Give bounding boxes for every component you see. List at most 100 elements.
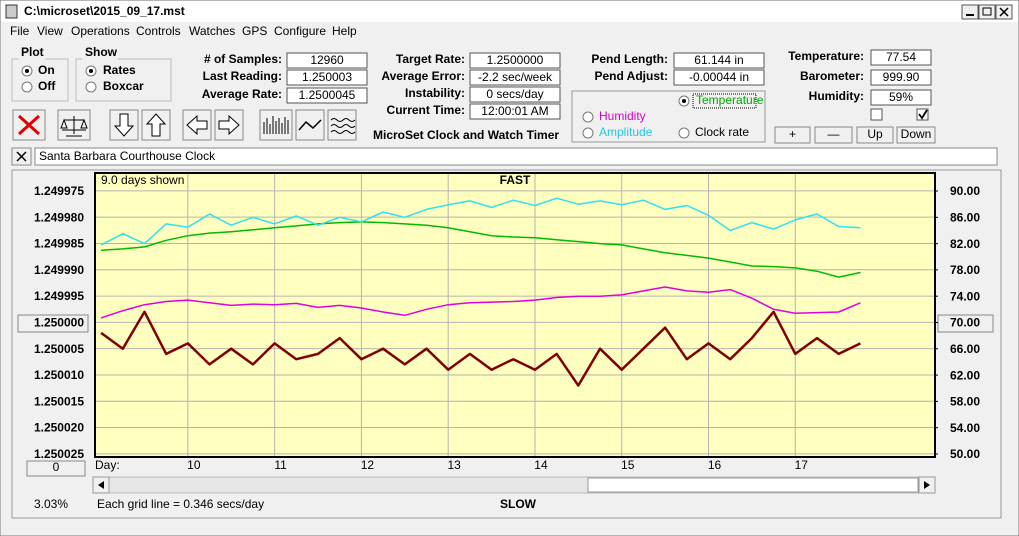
y-tick-label: 1.250025 — [34, 447, 84, 461]
y2-tick-label: 54.00 — [950, 421, 980, 435]
y2-tick-label: 86.00 — [950, 210, 980, 224]
window-controls[interactable] — [961, 4, 1013, 20]
field-box — [870, 89, 932, 106]
x-tick-label: 17 — [795, 458, 809, 472]
center-button[interactable] — [17, 314, 89, 333]
button-label: Down — [901, 127, 932, 141]
field-box — [286, 52, 368, 69]
line-button[interactable] — [295, 109, 325, 141]
maximize-glyph — [982, 7, 992, 16]
button[interactable] — [814, 126, 853, 144]
menu-item[interactable]: View — [37, 24, 63, 38]
show-group-title: Show — [85, 45, 118, 59]
group-label-bg — [82, 53, 118, 65]
trace-line — [100, 197, 861, 246]
tick-labels: 10 11 12 13 14 15 16 17 1.249975 1.249980 1.249985… — [34, 184, 980, 472]
field-label: Barometer: — [800, 69, 864, 83]
offset-button-label: 0 — [53, 460, 60, 474]
check-glyph — [918, 109, 928, 120]
radio-clock-rate[interactable] — [678, 127, 690, 139]
button[interactable] — [856, 126, 894, 144]
arrow-glyph — [218, 114, 240, 136]
y-tick-label: 1.250020 — [34, 421, 84, 435]
menu-item[interactable]: Configure — [274, 24, 326, 38]
trace-label: Clock rate — [695, 125, 749, 139]
radio-amplitude[interactable] — [582, 127, 594, 139]
field-box — [469, 69, 561, 86]
app-caption: MicroSet Clock and Watch Timer — [373, 128, 559, 142]
y2-tick-label: 50.00 — [950, 447, 980, 461]
plot-group-title: Plot — [21, 45, 44, 59]
minimize-button[interactable] — [961, 4, 979, 20]
field-box — [673, 52, 765, 69]
y-tick-label: 1.249995 — [34, 289, 84, 303]
clock-name: Santa Barbara Courthouse Clock — [39, 149, 216, 163]
button[interactable] — [774, 126, 811, 144]
buttons: + — Up Down — [774, 126, 936, 144]
maximize-button[interactable] — [978, 4, 996, 20]
y2-tick-label: 58.00 — [950, 395, 980, 409]
radio-label: Boxcar — [103, 79, 144, 93]
field-value: 12960 — [310, 53, 344, 67]
y2-tick-label: 82.00 — [950, 237, 980, 251]
bars-glyph — [263, 116, 289, 134]
menu-item[interactable]: File — [10, 24, 30, 38]
radio-off[interactable] — [21, 81, 33, 93]
y-tick-label: 1.249975 — [34, 184, 84, 198]
arrow-glyph — [186, 114, 208, 136]
checkbox[interactable] — [916, 108, 929, 121]
focus-box — [692, 93, 757, 109]
menu-item[interactable]: Help — [332, 24, 357, 38]
y-tick-label: 1.250010 — [34, 368, 84, 382]
field-label: Target Rate: — [396, 52, 465, 66]
clear-glyph — [16, 151, 27, 162]
menu-item[interactable]: GPS — [242, 24, 267, 38]
radio-label: Off — [38, 79, 56, 93]
field-label: Humidity: — [809, 89, 864, 103]
field-label: # of Samples: — [204, 52, 282, 66]
menu-item[interactable]: Controls — [136, 24, 181, 38]
field-value: 999.90 — [883, 70, 920, 84]
menu-item[interactable]: Operations — [71, 24, 130, 38]
radio-dot — [89, 69, 93, 73]
scroll-glyph — [98, 481, 104, 489]
show-group-box — [75, 58, 172, 102]
y2-tick-label: 66.00 — [950, 342, 980, 356]
field-value: 1.2500000 — [487, 53, 544, 67]
field-value: 61.144 in — [694, 53, 743, 67]
fields: # of Samples: 12960 Last Reading: 1.250003 A… — [202, 49, 932, 120]
field-value: 59% — [889, 90, 913, 104]
button[interactable] — [896, 126, 936, 144]
trace-label: Amplitude — [599, 125, 653, 139]
wave-button[interactable] — [327, 109, 357, 141]
y2-tick-label: 90.00 — [950, 184, 980, 198]
field-label: Average Rate: — [202, 87, 282, 101]
radio-boxcar[interactable] — [85, 81, 97, 93]
bars-button[interactable] — [259, 109, 293, 141]
scroll-thumb[interactable] — [587, 477, 919, 493]
field-value: 77.54 — [886, 50, 916, 64]
clock-name-field[interactable] — [34, 147, 998, 166]
x-tick-label: 11 — [274, 458, 287, 472]
x-tick-label: 15 — [621, 458, 635, 472]
y-tick-label: 1.249980 — [34, 210, 84, 224]
radio-humidity[interactable] — [582, 111, 594, 123]
scroll-glyph — [924, 481, 930, 489]
x-tick-label: 16 — [708, 458, 722, 472]
offset-button[interactable] — [26, 460, 86, 477]
field-value: 0 secs/day — [486, 87, 543, 101]
field-value: 1.2500045 — [299, 88, 356, 102]
toolbar — [12, 109, 357, 141]
y2-tick-label: 78.00 — [950, 263, 980, 277]
center-button-right[interactable] — [937, 314, 994, 333]
checkbox[interactable] — [870, 108, 883, 121]
menu-item[interactable]: Watches — [189, 24, 235, 38]
field-label: Temperature: — [788, 49, 864, 63]
radio-dot — [682, 99, 686, 103]
trace-line — [101, 221, 861, 278]
radio-dot — [25, 69, 29, 73]
field-box — [673, 69, 765, 86]
button-label: — — [828, 127, 840, 141]
window-title: C:\microset\2015_09_17.mst — [24, 4, 185, 18]
app-icon — [5, 4, 18, 19]
